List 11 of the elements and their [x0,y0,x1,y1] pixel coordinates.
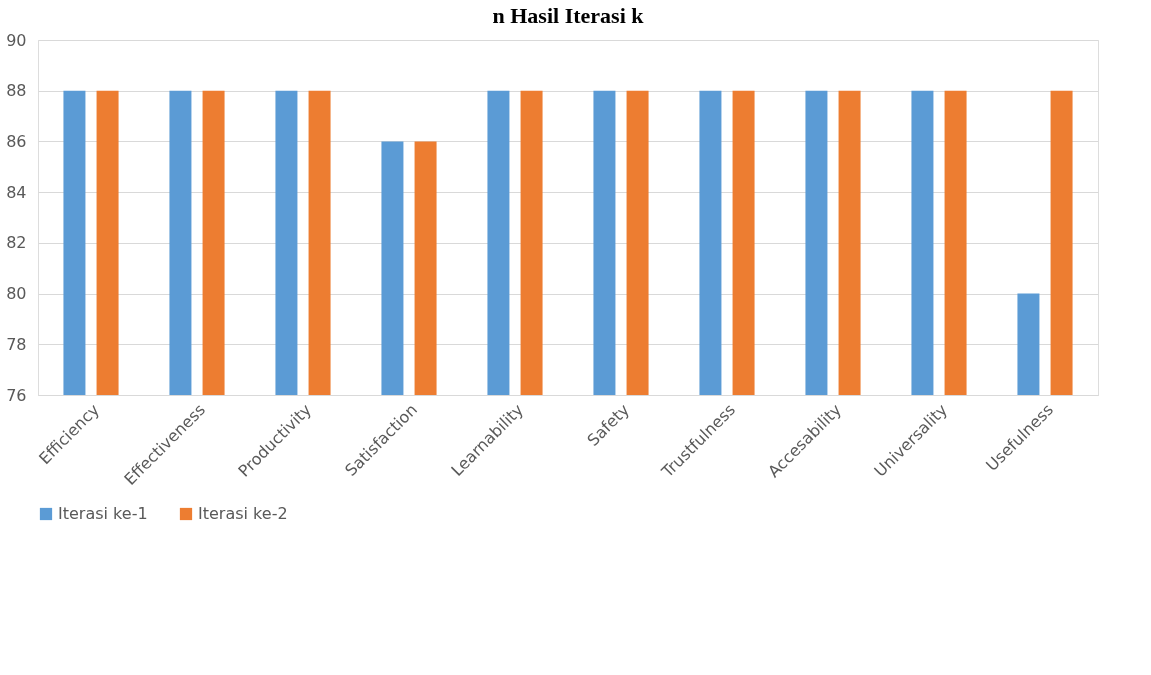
legend-label: Iterasi ke-1 [58,504,148,523]
y-tick-label: 76 [6,385,27,405]
y-tick-label: 86 [6,131,27,151]
y-tick-label: 80 [6,284,27,304]
legend-label: Iterasi ke-2 [198,504,288,523]
y-tick-label: 78 [6,334,27,354]
y-tick-label: 84 [6,182,27,202]
y-tick-label: 82 [6,233,27,253]
y-tick-label: 90 [6,30,27,50]
y-tick-label: 88 [6,81,27,101]
chart-title: n Hasil Iterasi k [492,3,645,28]
